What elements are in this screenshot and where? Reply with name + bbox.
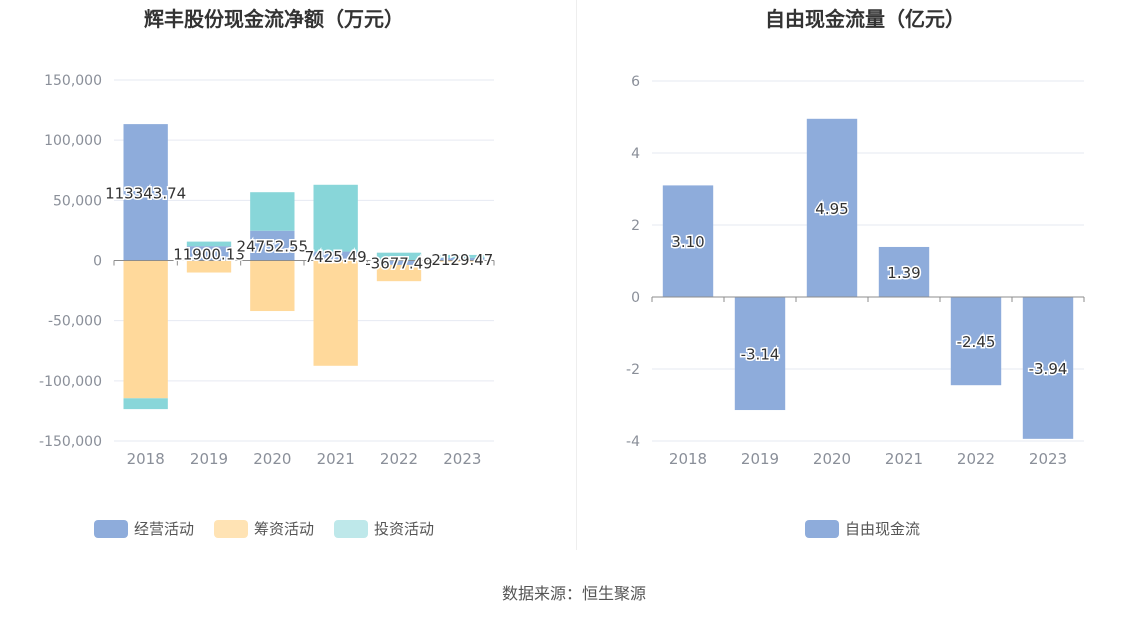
x-tick-label: 2022	[380, 450, 418, 468]
chart-divider	[576, 0, 577, 550]
bar-投资活动-2022[interactable]	[376, 252, 422, 261]
bar-投资活动-2020[interactable]	[250, 192, 295, 231]
x-tick-label: 2023	[1029, 450, 1067, 468]
x-tick-label: 2021	[317, 450, 355, 468]
bar-经营活动-2021[interactable]	[313, 251, 358, 261]
source-note: 数据来源：恒生聚源	[501, 584, 646, 603]
legend-swatch[interactable]	[805, 520, 839, 538]
bar-经营活动-2019[interactable]	[186, 246, 232, 261]
legend-label[interactable]: 筹资活动	[254, 520, 314, 538]
bar-自由现金流-2022[interactable]	[950, 297, 1002, 386]
data-label: 1.39	[887, 264, 920, 282]
data-label: 2129.47	[431, 251, 493, 269]
y-tick-label: -50,000	[48, 314, 102, 330]
bar-投资活动-2023[interactable]	[440, 254, 485, 258]
data-label: 24752.55	[237, 238, 309, 256]
bar-经营活动-2022[interactable]	[376, 260, 422, 265]
bar-筹资活动-2021[interactable]	[313, 260, 358, 366]
bar-筹资活动-2020[interactable]	[250, 260, 295, 312]
x-tick-label: 2019	[741, 450, 779, 468]
x-tick-label: 2022	[957, 450, 995, 468]
bar-投资活动-2018[interactable]	[123, 398, 168, 410]
y-tick-label: 0	[631, 290, 640, 306]
y-tick-label: 100,000	[44, 133, 102, 149]
data-label: -3.14	[741, 346, 780, 364]
y-tick-label: -4	[626, 434, 640, 450]
legend-label[interactable]: 投资活动	[374, 520, 434, 538]
bar-经营活动-2018[interactable]	[123, 124, 168, 261]
legend-swatch[interactable]	[94, 520, 128, 538]
y-tick-label: 6	[631, 74, 640, 90]
x-tick-label: 2019	[190, 450, 228, 468]
y-tick-label: 0	[93, 254, 102, 270]
bar-自由现金流-2021[interactable]	[878, 246, 930, 297]
data-label: -3677.49	[365, 255, 432, 273]
x-tick-label: 2018	[127, 450, 165, 468]
bar-筹资活动-2022[interactable]	[376, 264, 422, 282]
y-tick-label: 4	[631, 146, 640, 162]
bar-自由现金流-2023[interactable]	[1022, 297, 1074, 439]
data-label: 4.95	[815, 200, 848, 218]
x-tick-label: 2023	[443, 450, 481, 468]
bar-经营活动-2023[interactable]	[440, 257, 485, 261]
bar-自由现金流-2018[interactable]	[662, 185, 714, 297]
bar-自由现金流-2020[interactable]	[806, 118, 858, 297]
cash-flow-net-chart: 辉丰股份现金流净额（万元） 150,000 100,000 50,000 0 -50,00…	[39, 7, 495, 538]
data-label: -3.94	[1029, 360, 1068, 378]
legend-label[interactable]: 自由现金流	[845, 520, 920, 538]
bar-筹资活动-2019[interactable]	[186, 260, 232, 273]
bar-投资活动-2021[interactable]	[313, 184, 358, 252]
data-label: 7425.49	[305, 248, 367, 266]
data-label: 113343.74	[105, 184, 186, 202]
bar-经营活动-2020[interactable]	[250, 230, 295, 261]
chart-title: 辉丰股份现金流净额（万元）	[144, 7, 404, 31]
y-tick-label: -100,000	[39, 374, 102, 390]
x-tick-label: 2021	[885, 450, 923, 468]
free-cash-flow-chart: 自由现金流量（亿元） 6 4 2 0 -2 -4 2018 2019 2020 2021 2022 20…	[626, 7, 1085, 538]
y-tick-label: 2	[631, 218, 640, 234]
y-tick-label: 150,000	[44, 73, 102, 89]
y-tick-label: -2	[626, 362, 640, 378]
data-label: -2.45	[957, 333, 996, 351]
data-label: 3.10	[671, 233, 704, 251]
bar-筹资活动-2018[interactable]	[123, 260, 168, 399]
bar-自由现金流-2019[interactable]	[734, 297, 786, 411]
x-tick-label: 2020	[813, 450, 851, 468]
legend-label[interactable]: 经营活动	[134, 520, 194, 538]
bar-筹资活动-2023[interactable]	[440, 260, 485, 262]
data-label: 11900.13	[173, 245, 245, 263]
x-tick-label: 2020	[253, 450, 291, 468]
legend-swatch[interactable]	[214, 520, 248, 538]
y-tick-label: -150,000	[39, 434, 102, 450]
bar-投资活动-2019[interactable]	[186, 241, 232, 247]
chart-title: 自由现金流量（亿元）	[765, 7, 965, 31]
y-tick-label: 50,000	[53, 193, 102, 209]
legend-swatch[interactable]	[334, 520, 368, 538]
x-tick-label: 2018	[669, 450, 707, 468]
